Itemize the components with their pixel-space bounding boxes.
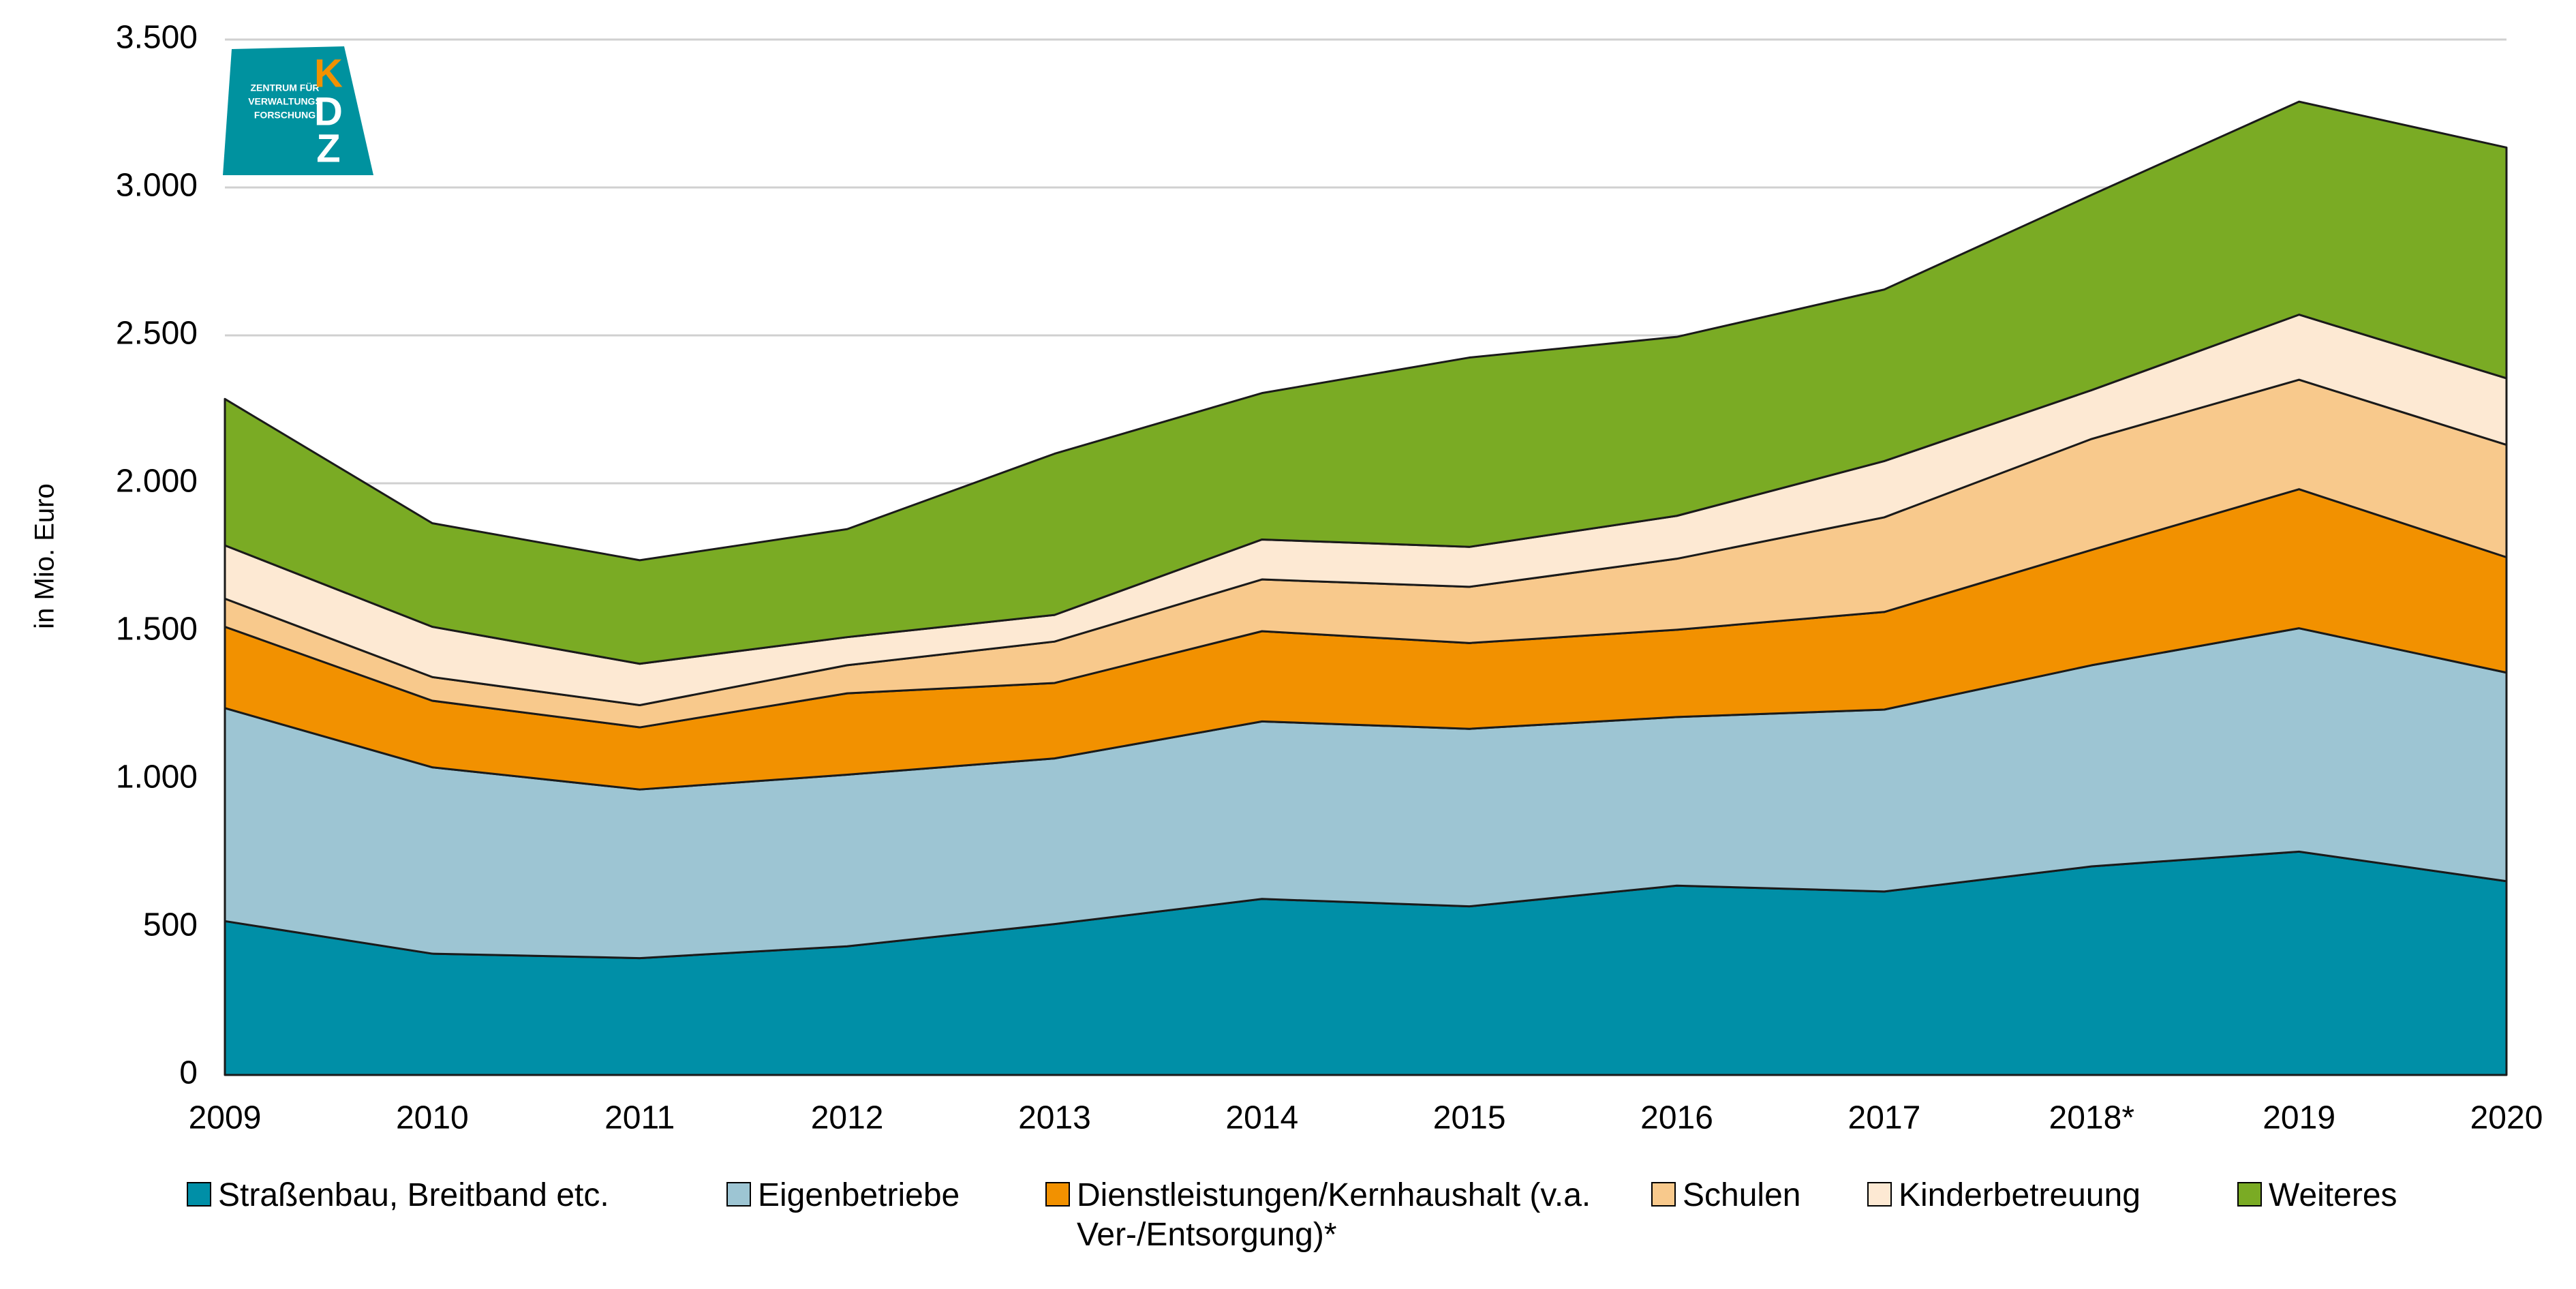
legend-item: Kinderbetreuung	[1867, 1176, 2141, 1215]
logo-text: VERWALTUNGS	[248, 96, 322, 107]
legend-label: Weiteres	[2269, 1177, 2397, 1213]
y-tick-label: 2.000	[116, 464, 198, 500]
y-tick-label: 3.000	[116, 168, 198, 204]
logo-shape	[223, 46, 373, 175]
legend-item: Dienstleistungen/Kernhaushalt (v.a. Ver-…	[1045, 1176, 1631, 1255]
legend-swatch	[2237, 1182, 2262, 1207]
legend-label: Kinderbetreuung	[1899, 1177, 2141, 1213]
logo: ZENTRUM FÜR VERWALTUNGS FORSCHUNG K D Z	[223, 46, 373, 175]
y-tick-label: 3.500	[116, 20, 198, 56]
legend-label: Eigenbetriebe	[758, 1177, 960, 1213]
x-tick-label: 2015	[1433, 1100, 1506, 1136]
y-tick-label: 1.500	[116, 611, 198, 648]
y-tick-label: 0	[179, 1055, 198, 1091]
x-tick-label: 2017	[1848, 1100, 1921, 1136]
x-tick-label: 2016	[1640, 1100, 1713, 1136]
x-tick-label: 2014	[1225, 1100, 1298, 1136]
x-tick-label: 2020	[2470, 1100, 2543, 1136]
legend-item: Weiteres	[2237, 1176, 2397, 1215]
x-tick-label: 2011	[604, 1100, 675, 1136]
x-tick-label: 2019	[2263, 1100, 2335, 1136]
logo-text: ZENTRUM FÜR	[250, 82, 319, 93]
legend-swatch	[1651, 1182, 1676, 1207]
legend-label: Schulen	[1683, 1177, 1801, 1213]
logo-letter: D	[314, 89, 343, 134]
legend-swatch	[1045, 1182, 1070, 1207]
area	[224, 100, 2508, 665]
y-tick-label: 2.500	[116, 316, 198, 352]
legend-label: Straßenbau, Breitband etc.	[218, 1177, 609, 1213]
legend-label: Dienstleistungen/Kernhaushalt (v.a. Ver-…	[1077, 1177, 1591, 1253]
x-tick-label: 2012	[811, 1100, 884, 1136]
legend-swatch	[726, 1182, 751, 1207]
y-axis-label: in Mio. Euro	[30, 483, 60, 628]
logo-letter: K	[314, 51, 343, 95]
x-tick-label: 2013	[1018, 1100, 1091, 1136]
logo-text: FORSCHUNG	[254, 110, 316, 121]
x-tick-label: 2009	[189, 1100, 262, 1136]
legend-item: Straßenbau, Breitband etc.	[187, 1176, 609, 1215]
legend-item: Schulen	[1651, 1176, 1800, 1215]
y-tick-label: 1.000	[116, 759, 198, 795]
logo-letter: Z	[316, 126, 340, 170]
legend-swatch	[187, 1182, 211, 1207]
x-tick-label: 2010	[396, 1100, 469, 1136]
legend-item: Eigenbetriebe	[726, 1176, 960, 1215]
x-tick-label: 2018*	[2049, 1100, 2134, 1136]
legend-swatch	[1867, 1182, 1892, 1207]
y-tick-label: 500	[143, 907, 198, 943]
